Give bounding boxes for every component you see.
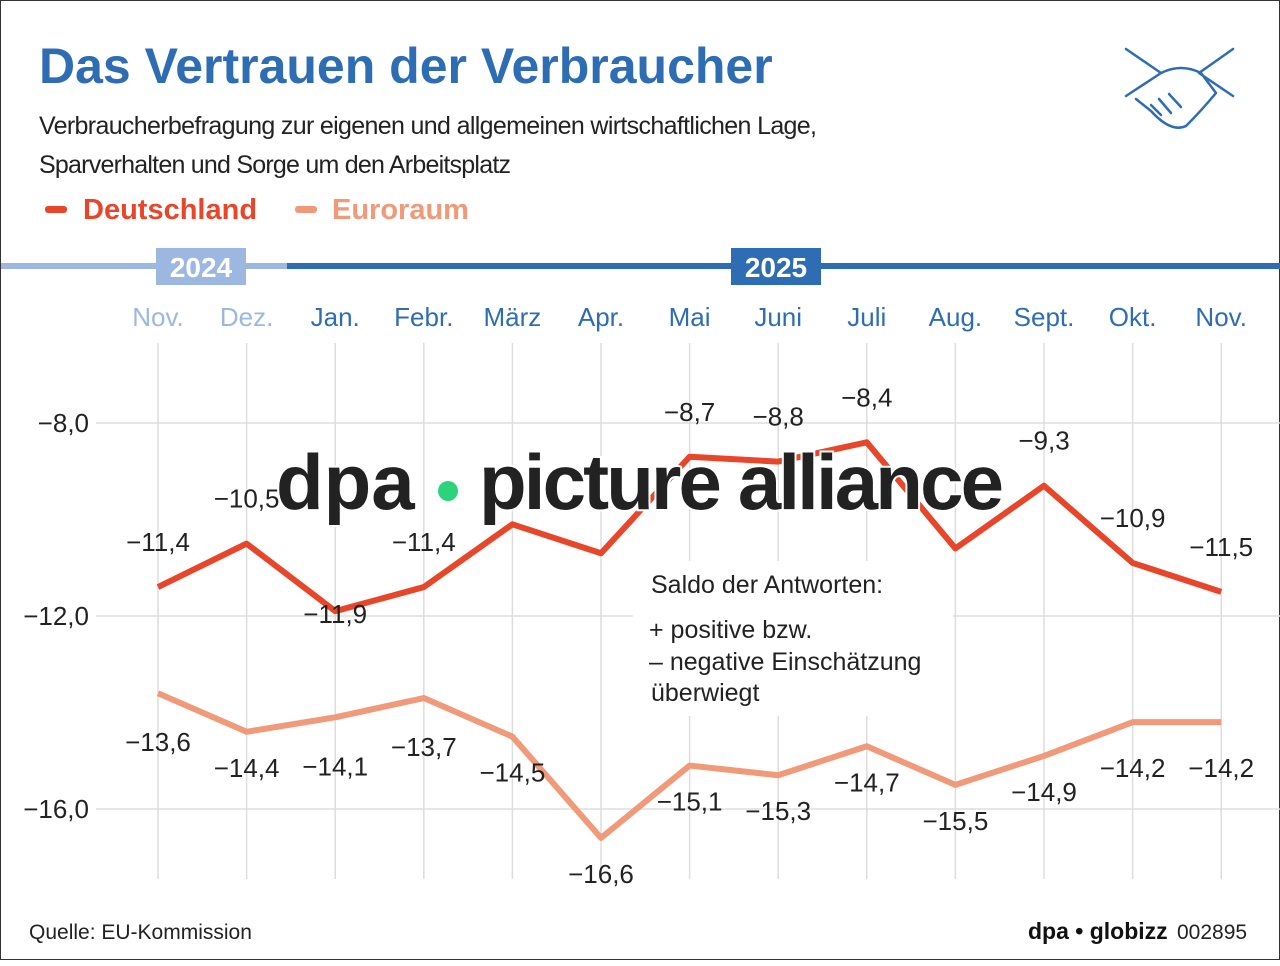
data-label: −15,3	[745, 796, 811, 826]
x-tick-label: Apr.	[578, 302, 624, 332]
year-label-2025: 2025	[745, 252, 807, 283]
grid: −8,0 −12,0 −16,0	[23, 343, 1280, 879]
data-label: −8,4	[841, 382, 892, 412]
series-line-deutschland	[156, 439, 1223, 615]
data-label: −11,4	[392, 527, 456, 557]
chart-title: Das Vertrauen der Verbraucher	[39, 38, 773, 94]
year-label-2024: 2024	[170, 252, 233, 283]
data-label: −13,6	[125, 727, 191, 757]
data-labels: −11,4 −10,5 −11,9 −11,4 −8,7 −8,8 −8,4 −9,3 −10,…	[125, 382, 1254, 889]
series-line-euroraum	[156, 690, 1222, 841]
data-label: −14,1	[302, 751, 368, 781]
legend-label-deutschland: Deutschland	[83, 194, 257, 226]
data-label: −11,9	[303, 599, 367, 629]
data-label: −8,7	[664, 397, 715, 427]
y-tick-label: −12,0	[23, 601, 89, 631]
data-label: −14,4	[214, 753, 280, 783]
data-label: −14,5	[480, 758, 546, 788]
legend-label-euroraum: Euroraum	[332, 194, 469, 226]
data-label: −10,5	[214, 484, 280, 514]
series-lines	[156, 439, 1223, 841]
year-bar-2024	[1, 263, 287, 269]
annotation-line-3: – negative Einschätzung	[649, 648, 921, 676]
watermark: dpa picture alliance	[274, 436, 1006, 528]
data-label: −10,9	[1100, 503, 1166, 533]
x-tick-label: Juli	[847, 302, 886, 332]
data-label: −16,6	[568, 859, 634, 889]
year-badge-2025	[731, 248, 821, 285]
legend-swatch-euroraum	[295, 206, 317, 213]
legend: Deutschland Euroraum	[45, 194, 469, 226]
data-label: −15,1	[657, 787, 723, 817]
x-tick-label: Aug.	[929, 302, 983, 332]
annotation-line-1: Saldo der Antworten:	[651, 571, 883, 599]
x-axis: 2024 2025 Nov. Dez. Jan. Febr. März Apr. Mai Juni…	[1, 248, 1280, 332]
brand-logo: dpa • globizz	[1028, 918, 1168, 944]
data-label: −13,7	[391, 732, 457, 762]
graphic-id: 002895	[1177, 921, 1247, 944]
annotation-line-2: + positive bzw.	[649, 616, 812, 644]
data-label: −14,2	[1188, 753, 1254, 783]
x-tick-label: Mai	[669, 302, 711, 332]
x-tick-label: Nov.	[132, 302, 184, 332]
x-tick-label: Nov.	[1195, 302, 1247, 332]
x-tick-label: März	[484, 302, 542, 332]
data-label: −11,5	[1189, 532, 1253, 562]
data-label: −15,5	[923, 806, 989, 836]
annotation-box: Saldo der Antworten: + positive bzw. – n…	[633, 561, 953, 716]
legend-swatch-deutschland	[45, 206, 67, 213]
x-tick-label: Jan.	[311, 302, 360, 332]
svg-text:dpa: dpa	[276, 438, 415, 526]
subtitle-line-2: Sparverhalten und Sorge um den Arbeitspl…	[39, 151, 511, 179]
annotation-line-4: überwiegt	[651, 679, 759, 707]
x-tick-label: Juni	[754, 302, 802, 332]
data-label: −8,8	[753, 402, 804, 432]
x-tick-label: Dez.	[220, 302, 273, 332]
source-text: Quelle: EU-Kommission	[29, 921, 252, 944]
x-tick-label: Sept.	[1014, 302, 1075, 332]
handshake-icon	[1124, 47, 1235, 129]
svg-text:picture alliance: picture alliance	[479, 438, 1004, 526]
x-tick-label: Okt.	[1109, 302, 1157, 332]
data-label: −14,2	[1100, 753, 1166, 783]
y-tick-label: −8,0	[38, 408, 89, 438]
data-label: −14,7	[834, 767, 900, 797]
data-label: −11,4	[126, 527, 190, 557]
subtitle-line-1: Verbraucherbefragung zur eigenen und all…	[39, 112, 817, 140]
data-label: −9,3	[1018, 426, 1069, 456]
data-label: −14,9	[1011, 777, 1077, 807]
y-tick-label: −16,0	[23, 794, 89, 824]
x-tick-label: Febr.	[394, 302, 453, 332]
year-badge-2024	[156, 248, 246, 285]
